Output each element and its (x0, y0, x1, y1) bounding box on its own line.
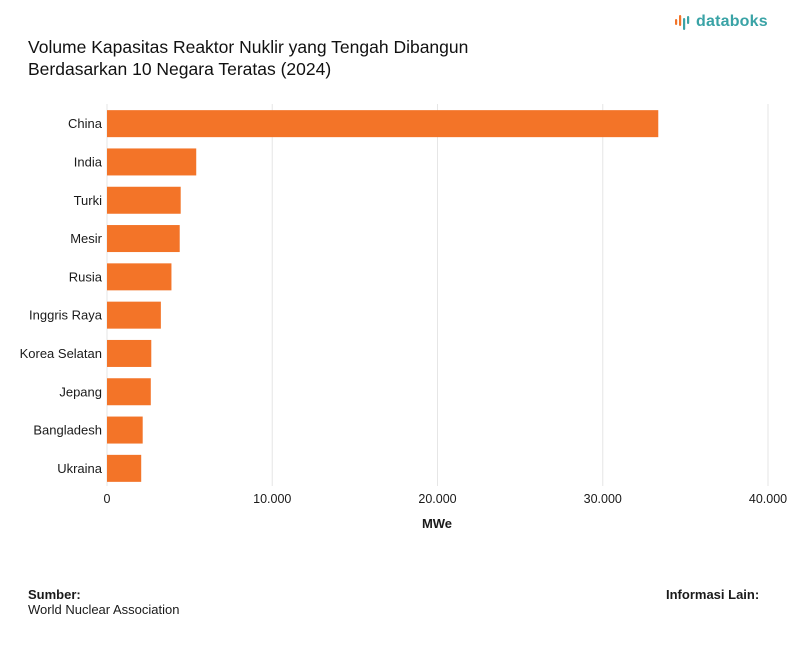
bar-china[interactable] (107, 110, 659, 138)
category-label: India (74, 154, 103, 169)
category-label: Rusia (69, 269, 103, 284)
category-label: Korea Selatan (20, 346, 102, 361)
x-tick-labels: 0 10.000 20.000 30.000 40.000 (104, 492, 788, 506)
category-label: Inggris Raya (29, 308, 103, 323)
bar-inggris-raya[interactable] (107, 301, 161, 329)
x-tick-label: 10.000 (253, 492, 291, 506)
category-label: Ukraina (57, 461, 103, 476)
x-tick-label: 0 (104, 492, 111, 506)
info-label: Informasi Lain: (666, 587, 760, 602)
bar-mesir[interactable] (107, 225, 180, 253)
bar-ukraina[interactable] (107, 454, 142, 482)
x-axis-title: MWe (422, 516, 452, 531)
bar-jepang[interactable] (107, 378, 151, 406)
grid-lines (106, 104, 769, 486)
x-tick-label: 30.000 (584, 492, 622, 506)
bar-turki[interactable] (107, 186, 181, 214)
bar-rusia[interactable] (107, 263, 172, 291)
bar-bangladesh[interactable] (107, 416, 143, 444)
chart-title-line-1: Volume Kapasitas Reaktor Nuklir yang Ten… (28, 37, 469, 57)
databoks-logo-icon (675, 15, 690, 30)
category-label: Jepang (59, 384, 102, 399)
bar-korea-selatan[interactable] (107, 339, 152, 367)
source-label: Sumber: (28, 587, 81, 602)
bars (107, 110, 659, 482)
chart-title-line-2: Berdasarkan 10 Negara Teratas (2024) (28, 59, 332, 79)
category-label: China (68, 116, 103, 131)
category-label: Turki (74, 193, 103, 208)
x-tick-label: 20.000 (418, 492, 456, 506)
category-label: Bangladesh (33, 423, 102, 438)
x-tick-label: 40.000 (749, 492, 787, 506)
category-labels: China India Turki Mesir Rusia Inggris Raya Kor… (20, 116, 103, 476)
bar-chart: China India Turki Mesir Rusia Inggris Raya Kor… (20, 104, 788, 531)
chart-title: Volume Kapasitas Reaktor Nuklir yang Ten… (28, 36, 468, 80)
brand-name: databoks (696, 13, 768, 30)
category-label: Mesir (70, 231, 102, 246)
source-text: World Nuclear Association (28, 602, 180, 617)
brand-logo[interactable]: databoks (674, 13, 768, 31)
bar-india[interactable] (107, 148, 197, 176)
